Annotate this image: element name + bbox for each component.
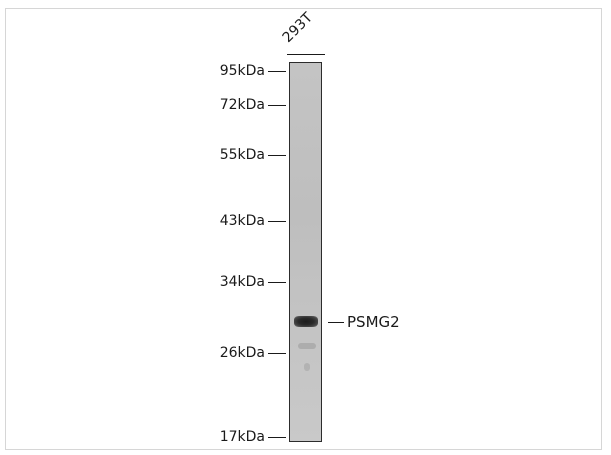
marker-26kda: 26kDa bbox=[220, 345, 286, 361]
marker-tick bbox=[268, 352, 286, 354]
marker-label: 43kDa bbox=[219, 213, 265, 229]
marker-tick bbox=[268, 220, 286, 222]
marker-label: 26kDa bbox=[219, 345, 265, 361]
faint-spot bbox=[304, 363, 310, 371]
lane-header-line bbox=[287, 54, 325, 55]
marker-72kda: 72kDa bbox=[220, 97, 286, 113]
marker-label: 17kDa bbox=[219, 429, 265, 445]
marker-label: 34kDa bbox=[219, 274, 265, 290]
protein-tick bbox=[328, 321, 344, 323]
marker-43kda: 43kDa bbox=[220, 213, 286, 229]
marker-label: 55kDa bbox=[219, 147, 265, 163]
protein-band bbox=[294, 316, 318, 327]
protein-annotation: PSMG2 bbox=[328, 313, 400, 331]
marker-tick bbox=[268, 154, 286, 156]
blot-lane bbox=[289, 62, 322, 442]
protein-label: PSMG2 bbox=[347, 313, 400, 331]
marker-tick bbox=[268, 104, 286, 106]
marker-tick bbox=[268, 436, 286, 438]
marker-label: 95kDa bbox=[219, 63, 265, 79]
marker-17kda: 17kDa bbox=[220, 429, 286, 445]
marker-34kda: 34kDa bbox=[220, 274, 286, 290]
faint-band bbox=[298, 343, 316, 349]
marker-tick bbox=[268, 70, 286, 72]
marker-95kda: 95kDa bbox=[220, 63, 286, 79]
marker-label: 72kDa bbox=[219, 97, 265, 113]
marker-tick bbox=[268, 281, 286, 283]
marker-55kda: 55kDa bbox=[220, 147, 286, 163]
